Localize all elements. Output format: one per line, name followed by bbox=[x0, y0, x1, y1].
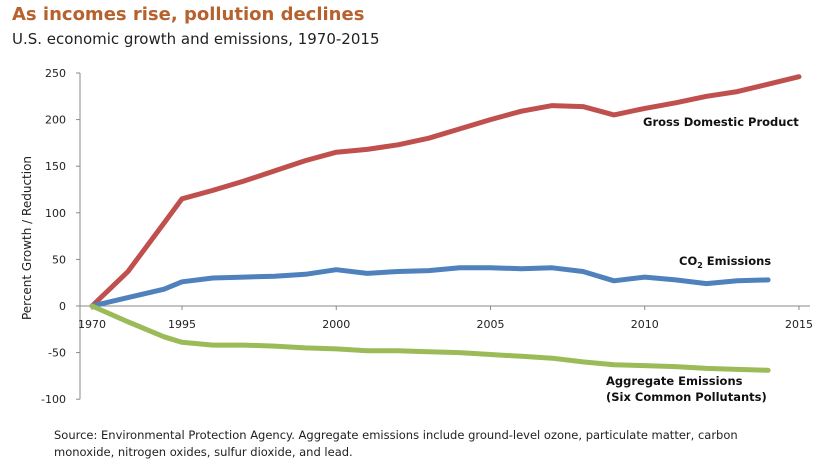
co2-subscript: 2 bbox=[697, 261, 703, 270]
chart-title: As incomes rise, pollution declines bbox=[12, 4, 365, 25]
y-tick-label: 0 bbox=[59, 300, 66, 313]
series-label-aggregate-line2: (Six Common Pollutants) bbox=[606, 390, 767, 404]
y-tick-label: -100 bbox=[41, 393, 66, 406]
y-tick-label: 200 bbox=[45, 114, 66, 127]
x-tick-label: 2005 bbox=[477, 318, 505, 331]
y-tick-label: 250 bbox=[45, 67, 66, 80]
line-chart: 250 200 150 100 50 0 -50 -100 1970 1995 2000 2005 20… bbox=[20, 67, 813, 406]
x-tick-label: 2015 bbox=[785, 318, 813, 331]
y-tick-label: 150 bbox=[45, 160, 66, 173]
co2-suffix: Emissions bbox=[703, 254, 772, 268]
x-tick-label: 1970 bbox=[78, 318, 106, 331]
series-line-co2 bbox=[89, 265, 771, 309]
chart-subtitle: U.S. economic growth and emissions, 1970… bbox=[12, 30, 380, 48]
series-line-aggregate bbox=[89, 303, 771, 373]
x-tick-label: 1995 bbox=[168, 318, 196, 331]
series-label-gdp: Gross Domestic Product bbox=[643, 115, 799, 129]
x-tick-label: 2000 bbox=[322, 318, 350, 331]
y-axis-label: Percent Growth / Reduction bbox=[20, 156, 34, 320]
y-tick-label: 100 bbox=[45, 207, 66, 220]
y-tick-label: 50 bbox=[52, 253, 66, 266]
series-label-co2: CO2 Emissions bbox=[679, 254, 771, 270]
series-label-aggregate-line1: Aggregate Emissions bbox=[606, 374, 743, 388]
co2-prefix: CO bbox=[679, 254, 697, 268]
y-tick-label: -50 bbox=[48, 347, 66, 360]
source-footnote: Source: Environmental Protection Agency.… bbox=[54, 428, 738, 459]
x-tick-label: 2010 bbox=[631, 318, 659, 331]
series-line-gdp bbox=[89, 74, 802, 309]
